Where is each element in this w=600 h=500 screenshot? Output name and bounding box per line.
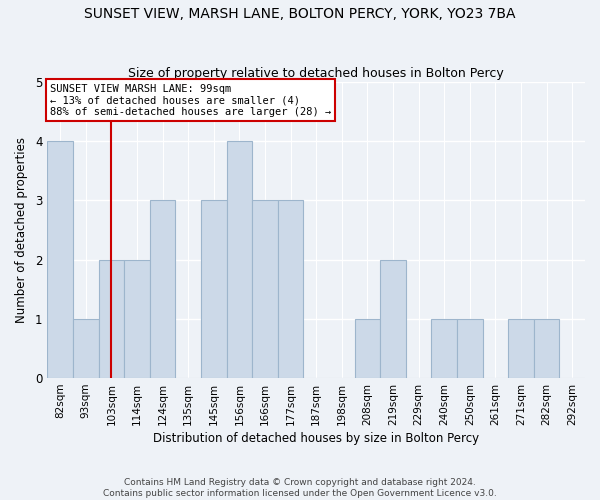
Text: Contains HM Land Registry data © Crown copyright and database right 2024.
Contai: Contains HM Land Registry data © Crown c…: [103, 478, 497, 498]
Bar: [98, 260, 124, 378]
X-axis label: Distribution of detached houses by size in Bolton Percy: Distribution of detached houses by size …: [153, 432, 479, 445]
Bar: [124, 260, 150, 378]
Y-axis label: Number of detached properties: Number of detached properties: [15, 137, 28, 323]
Bar: [73, 319, 98, 378]
Title: Size of property relative to detached houses in Bolton Percy: Size of property relative to detached ho…: [128, 66, 504, 80]
Bar: [47, 142, 73, 378]
Bar: [252, 200, 278, 378]
Bar: [227, 142, 252, 378]
Bar: [508, 319, 534, 378]
Bar: [278, 200, 304, 378]
Bar: [431, 319, 457, 378]
Text: SUNSET VIEW MARSH LANE: 99sqm
← 13% of detached houses are smaller (4)
88% of se: SUNSET VIEW MARSH LANE: 99sqm ← 13% of d…: [50, 84, 331, 116]
Bar: [457, 319, 482, 378]
Bar: [380, 260, 406, 378]
Bar: [355, 319, 380, 378]
Bar: [201, 200, 227, 378]
Text: SUNSET VIEW, MARSH LANE, BOLTON PERCY, YORK, YO23 7BA: SUNSET VIEW, MARSH LANE, BOLTON PERCY, Y…: [84, 8, 516, 22]
Bar: [534, 319, 559, 378]
Bar: [150, 200, 175, 378]
